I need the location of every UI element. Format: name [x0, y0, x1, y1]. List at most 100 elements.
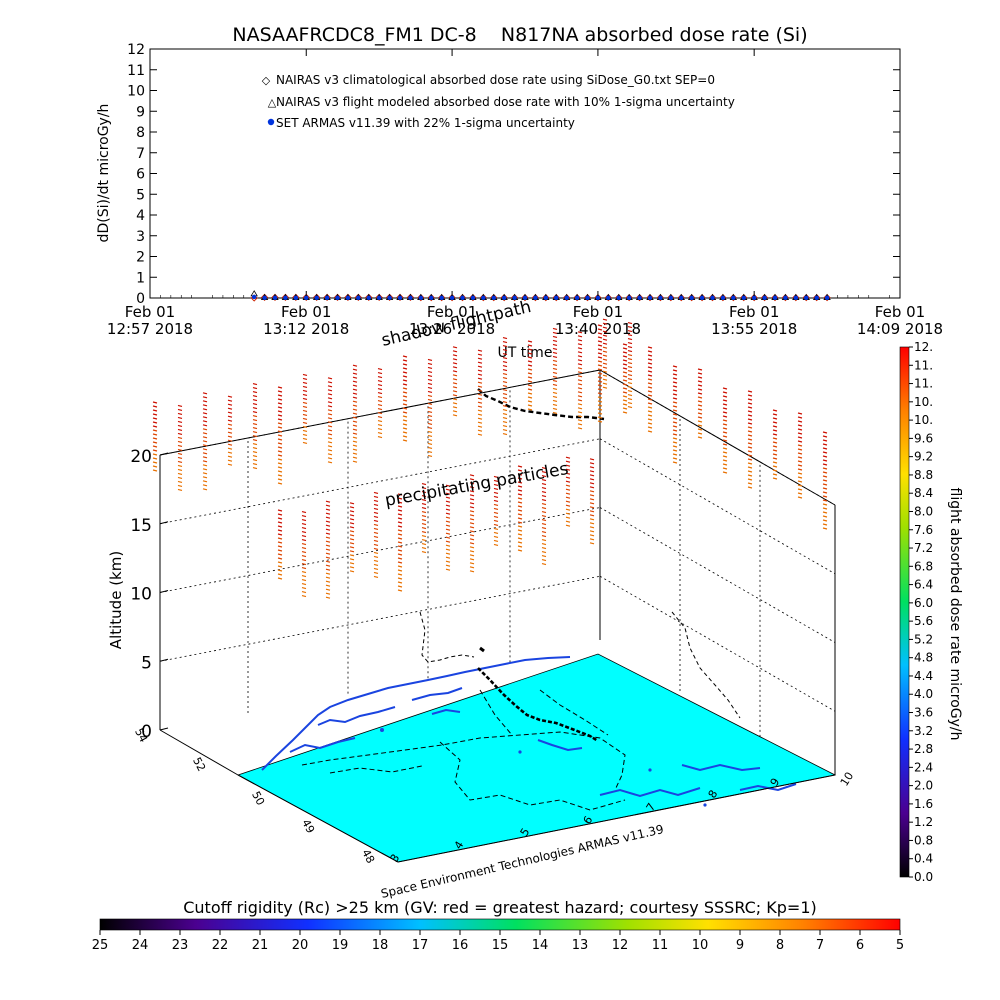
particle-mark	[445, 500, 451, 503]
particle-mark	[589, 522, 595, 525]
particle-mark	[565, 476, 571, 479]
altitude-tick-label: 10	[130, 585, 152, 605]
point-armas	[574, 295, 580, 300]
particle-mark	[541, 487, 547, 490]
point-armas	[512, 295, 517, 300]
point-climatological	[760, 293, 769, 302]
particle-mark	[672, 373, 678, 376]
grid-line-back	[159, 575, 601, 662]
particle-mark	[352, 404, 358, 407]
particle-mark	[302, 401, 308, 404]
particle-mark	[177, 416, 183, 419]
point-climatological	[792, 293, 800, 302]
particle-mark	[627, 330, 633, 333]
particle-mark	[747, 454, 753, 457]
particle-mark	[722, 451, 728, 454]
particle-mark	[397, 525, 403, 528]
particle-mark	[697, 436, 703, 439]
particle-mark	[552, 351, 558, 354]
particle-mark	[517, 481, 523, 484]
point-climatological	[802, 293, 810, 302]
particle-mark	[565, 520, 571, 523]
dose-colorbar-tick-label: 4.8	[914, 651, 933, 665]
particle-mark	[277, 474, 283, 477]
particle-mark	[541, 511, 547, 514]
particle-mark	[502, 413, 508, 416]
point-climatological	[313, 293, 321, 302]
particle-mark	[577, 363, 583, 366]
particle-mark	[597, 340, 603, 343]
particle-mark	[647, 410, 653, 413]
particle-mark	[597, 328, 603, 331]
particle-mark	[627, 382, 633, 385]
particle-mark	[352, 436, 358, 439]
particle-mark	[325, 532, 331, 535]
particle-mark	[589, 458, 595, 461]
particle-mark	[352, 408, 358, 411]
particle-mark	[352, 412, 358, 415]
particle-mark	[541, 483, 547, 486]
particle-mark	[202, 420, 208, 423]
particle-mark	[552, 339, 558, 342]
particle-mark	[397, 549, 403, 552]
particle-mark	[397, 521, 403, 524]
particle-mark	[577, 343, 583, 346]
point-armas	[429, 295, 434, 300]
particle-mark	[373, 519, 379, 522]
particle-mark	[565, 488, 571, 491]
particle-mark	[177, 480, 183, 483]
particle-mark	[517, 489, 523, 492]
particle-mark	[445, 484, 451, 487]
particle-mark	[202, 460, 208, 463]
particle-mark	[373, 567, 379, 570]
particle-mark	[541, 515, 547, 518]
particle-mark	[589, 502, 595, 505]
particle-mark	[797, 480, 803, 483]
point-climatological	[729, 293, 737, 302]
particle-mark	[552, 379, 558, 382]
particle-mark	[697, 376, 703, 379]
particle-mark	[227, 459, 233, 462]
particle-mark	[552, 407, 558, 410]
particle-mark	[252, 387, 258, 390]
point-armas	[251, 294, 257, 300]
particle-mark	[202, 444, 208, 447]
point-armas	[262, 295, 267, 300]
point-climatological	[552, 293, 560, 302]
particle-mark	[552, 367, 558, 370]
particle-mark	[402, 407, 408, 410]
particle-mark	[597, 384, 603, 387]
particle-mark	[352, 420, 358, 423]
x-axis-label: UT time	[498, 345, 553, 361]
point-armas	[449, 295, 455, 300]
legend-label-flight-modeled: NAIRAS v3 flight modeled absorbed dose r…	[276, 95, 735, 109]
particle-mark	[577, 415, 583, 418]
particle-mark	[327, 377, 333, 380]
particle-mark	[477, 357, 483, 360]
point-armas	[439, 295, 444, 300]
particle-mark	[552, 327, 558, 330]
particle-mark	[552, 375, 558, 378]
particle-mark	[277, 438, 283, 441]
particle-mark	[227, 419, 233, 422]
particle-mark	[747, 398, 753, 401]
particle-mark	[822, 491, 828, 494]
rigidity-colorbar-tick-label: 15	[492, 938, 509, 953]
particle-mark	[589, 466, 595, 469]
particle-mark	[722, 455, 728, 458]
particle-mark	[402, 391, 408, 394]
particle-mark	[772, 441, 778, 444]
particle-mark	[469, 498, 475, 501]
particle-mark	[252, 459, 258, 462]
point-armas	[272, 295, 278, 300]
particle-mark	[469, 542, 475, 545]
particle-mark	[402, 427, 408, 430]
particle-mark	[277, 577, 283, 580]
point-armas	[418, 295, 424, 300]
particle-mark	[373, 523, 379, 526]
particle-mark	[822, 435, 828, 438]
particle-mark	[577, 347, 583, 350]
particle-mark	[277, 541, 283, 544]
particle-mark	[252, 407, 258, 410]
point-armas	[804, 295, 809, 300]
